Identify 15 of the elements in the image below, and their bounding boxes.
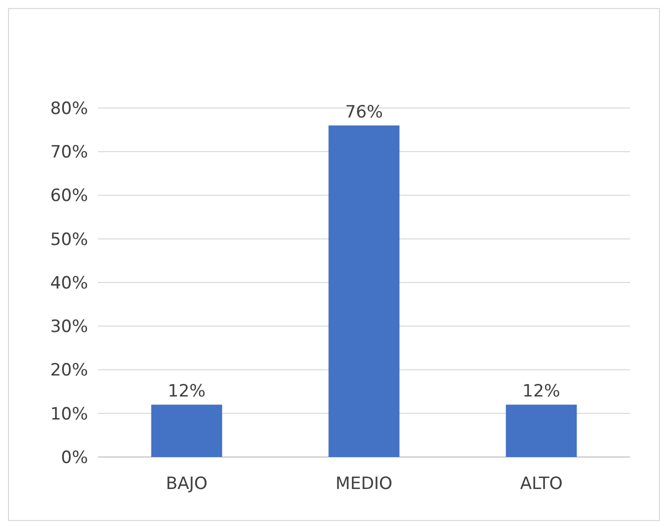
x-tick-label: MEDIO [336, 474, 392, 494]
data-label: 12% [168, 382, 206, 402]
data-label: 76% [345, 102, 383, 122]
y-tick-label: 20% [50, 360, 88, 381]
y-tick-label: 50% [50, 230, 88, 250]
data-label: 12% [522, 382, 560, 402]
y-tick-label: 0% [61, 448, 88, 468]
x-tick-label: ALTO [520, 474, 563, 494]
y-tick-label: 30% [50, 317, 88, 338]
y-tick-label: 10% [50, 404, 88, 424]
y-tick-label: 60% [50, 186, 88, 206]
y-tick-label: 40% [50, 273, 88, 294]
y-tick-label: 80% [50, 98, 88, 119]
y-tick-label: 70% [50, 142, 88, 163]
x-tick-label: BAJO [166, 474, 208, 494]
